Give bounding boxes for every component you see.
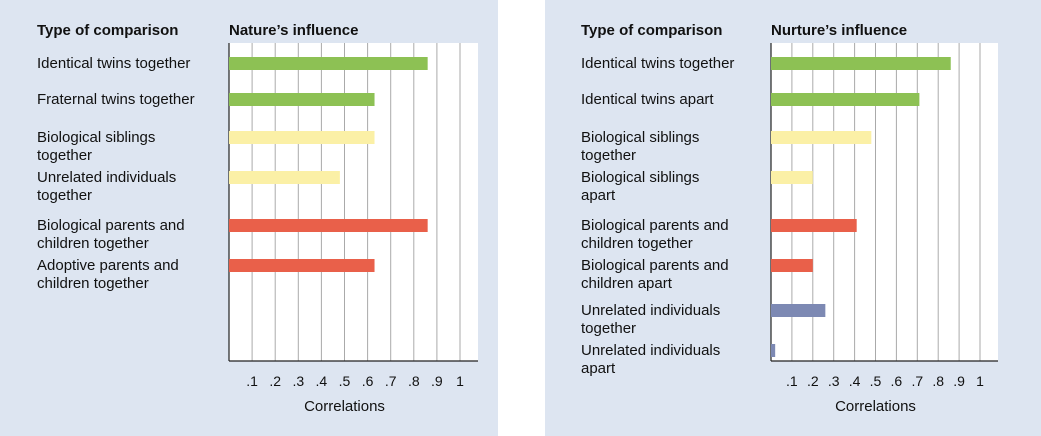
nurture-x-axis-label: Correlations: [835, 398, 916, 415]
nurture-category-label: Identical twins together: [581, 55, 734, 72]
nature-category-label: together: [37, 187, 92, 204]
nature-category-label: Adoptive parents and: [37, 257, 179, 274]
nature-category-label: children together: [37, 275, 149, 292]
nurture-tick-label: .6: [891, 373, 903, 389]
nature-category-header: Type of comparison: [37, 22, 178, 39]
nature-bar: [229, 131, 375, 144]
nurture-category-label: Unrelated individuals: [581, 342, 720, 359]
nature-tick-label: .1: [246, 373, 258, 389]
nurture-bar: [771, 344, 776, 357]
nurture-bar: [771, 259, 813, 272]
nature-plot-area: [229, 43, 478, 361]
nurture-category-label: Biological parents and: [581, 257, 729, 274]
nurture-tick-label: 1: [976, 373, 984, 389]
nature-tick-label: .2: [269, 373, 281, 389]
nurture-category-label: Identical twins apart: [581, 91, 714, 108]
nature-tick-label: .6: [362, 373, 374, 389]
nurture-category-label: children together: [581, 235, 693, 252]
nurture-tick-label: .9: [953, 373, 965, 389]
nature-tick-label: 1: [456, 373, 464, 389]
nature-category-label: together: [37, 147, 92, 164]
nature-tick-label: .5: [339, 373, 351, 389]
nurture-category-label: Unrelated individuals: [581, 302, 720, 319]
nature-tick-label: .4: [316, 373, 328, 389]
nature-tick-label: .3: [292, 373, 304, 389]
nurture-tick-label: .7: [911, 373, 923, 389]
nature-bar: [229, 57, 428, 70]
nature-bar: [229, 219, 428, 232]
nature-x-axis-label: Correlations: [304, 398, 385, 415]
nurture-bar: [771, 171, 813, 184]
nurture-category-label: apart: [581, 187, 616, 204]
nature-chart-title: Nature’s influence: [229, 22, 358, 39]
nature-category-label: Identical twins together: [37, 55, 190, 72]
nurture-bar: [771, 93, 920, 106]
nature-bar: [229, 93, 375, 106]
nurture-category-label: children apart: [581, 275, 673, 292]
nurture-tick-label: .4: [849, 373, 861, 389]
nurture-bar: [771, 219, 857, 232]
nurture-tick-label: .8: [932, 373, 944, 389]
nurture-tick-label: .2: [807, 373, 819, 389]
nurture-category-header: Type of comparison: [581, 22, 722, 39]
nurture-tick-label: .5: [870, 373, 882, 389]
nature-tick-label: .7: [385, 373, 397, 389]
nurture-tick-label: .1: [786, 373, 798, 389]
nurture-category-label: Biological siblings: [581, 129, 699, 146]
nature-category-label: Biological parents and: [37, 217, 185, 234]
nurture-bar: [771, 131, 872, 144]
nurture-bar: [771, 304, 826, 317]
nurture-bar: [771, 57, 951, 70]
nurture-chart-title: Nurture’s influence: [771, 22, 907, 39]
nature-category-label: Biological siblings: [37, 129, 155, 146]
nature-category-label: children together: [37, 235, 149, 252]
nature-tick-label: .9: [431, 373, 443, 389]
nature-category-label: Fraternal twins together: [37, 91, 195, 108]
nurture-category-label: Biological parents and: [581, 217, 729, 234]
nurture-tick-label: .3: [828, 373, 840, 389]
nature-category-label: Unrelated individuals: [37, 169, 176, 186]
nurture-category-label: Biological siblings: [581, 169, 699, 186]
nature-bar: [229, 171, 340, 184]
nurture-category-label: together: [581, 320, 636, 337]
nature-tick-label: .8: [408, 373, 420, 389]
nurture-category-label: apart: [581, 360, 616, 377]
nurture-category-label: together: [581, 147, 636, 164]
nature-bar: [229, 259, 375, 272]
